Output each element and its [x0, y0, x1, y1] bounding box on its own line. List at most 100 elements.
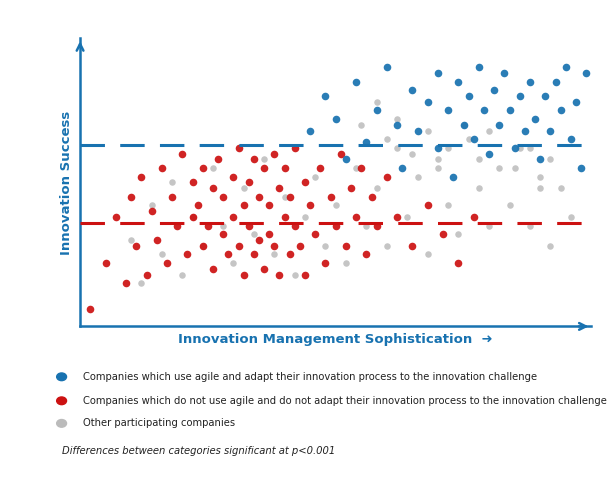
Point — [239, 271, 249, 278]
Point — [244, 179, 254, 186]
Point — [208, 184, 218, 192]
Point — [147, 207, 156, 215]
Point — [362, 251, 371, 258]
Point — [172, 222, 182, 229]
Point — [229, 173, 238, 180]
Point — [331, 202, 341, 209]
Point — [233, 242, 243, 250]
Text: Average: Average — [0, 479, 1, 480]
Point — [280, 164, 290, 172]
Point — [444, 144, 453, 152]
Point — [433, 156, 443, 163]
Point — [249, 230, 259, 238]
Point — [357, 121, 367, 129]
Point — [351, 213, 361, 221]
Point — [371, 107, 381, 114]
Point — [310, 173, 320, 180]
Point — [229, 259, 238, 267]
Point — [484, 127, 494, 134]
Point — [474, 63, 484, 71]
Point — [254, 236, 264, 244]
Text: Companies which do not use agile and do not adapt their innovation process to th: Companies which do not use agile and do … — [83, 396, 607, 406]
Point — [157, 164, 167, 172]
Point — [341, 259, 351, 267]
Point — [213, 156, 223, 163]
Point — [162, 259, 172, 267]
Point — [285, 251, 294, 258]
Text: Average: Average — [0, 479, 1, 480]
Point — [367, 193, 376, 201]
Point — [331, 222, 341, 229]
Point — [382, 63, 392, 71]
Point — [229, 213, 238, 221]
Point — [535, 184, 545, 192]
Point — [423, 98, 432, 106]
Point — [444, 202, 453, 209]
Point — [167, 193, 177, 201]
Point — [423, 202, 432, 209]
Point — [453, 230, 463, 238]
Point — [510, 144, 520, 152]
Point — [392, 121, 402, 129]
Point — [198, 242, 208, 250]
Point — [290, 271, 300, 278]
Point — [566, 213, 576, 221]
Point — [530, 115, 540, 123]
Point — [111, 213, 121, 221]
Point — [101, 259, 111, 267]
Point — [198, 242, 208, 250]
Point — [392, 213, 402, 221]
Point — [86, 305, 95, 313]
Point — [535, 173, 545, 180]
Point — [382, 242, 392, 250]
Point — [525, 78, 535, 85]
Point — [438, 230, 448, 238]
Point — [561, 63, 571, 71]
Point — [510, 164, 520, 172]
Point — [131, 242, 141, 250]
Point — [137, 279, 147, 287]
Point — [489, 86, 499, 94]
Point — [177, 150, 187, 157]
Point — [290, 222, 300, 229]
Point — [320, 92, 330, 100]
Point — [546, 127, 556, 134]
Point — [295, 242, 305, 250]
Point — [515, 144, 525, 152]
Point — [331, 115, 341, 123]
Point — [142, 271, 152, 278]
Point — [479, 107, 489, 114]
Point — [275, 271, 285, 278]
Y-axis label: Innovation Success: Innovation Success — [60, 110, 73, 254]
Point — [371, 184, 381, 192]
Point — [525, 222, 535, 229]
Point — [448, 173, 458, 180]
Point — [249, 156, 259, 163]
Point — [249, 251, 259, 258]
Point — [408, 150, 418, 157]
Point — [556, 184, 565, 192]
Point — [351, 78, 361, 85]
Point — [362, 222, 371, 229]
Point — [259, 164, 269, 172]
Point — [566, 135, 576, 143]
Point — [280, 213, 290, 221]
Point — [397, 164, 407, 172]
Point — [357, 164, 367, 172]
Point — [126, 236, 136, 244]
Point — [188, 179, 198, 186]
Point — [392, 144, 402, 152]
Point — [341, 242, 351, 250]
Point — [469, 135, 479, 143]
Point — [582, 69, 591, 77]
Point — [310, 230, 320, 238]
Point — [540, 92, 550, 100]
Point — [474, 156, 484, 163]
Point — [218, 230, 228, 238]
Point — [218, 222, 228, 229]
Point — [495, 164, 505, 172]
Point — [556, 107, 565, 114]
Point — [182, 251, 192, 258]
Point — [505, 107, 514, 114]
Point — [300, 179, 310, 186]
